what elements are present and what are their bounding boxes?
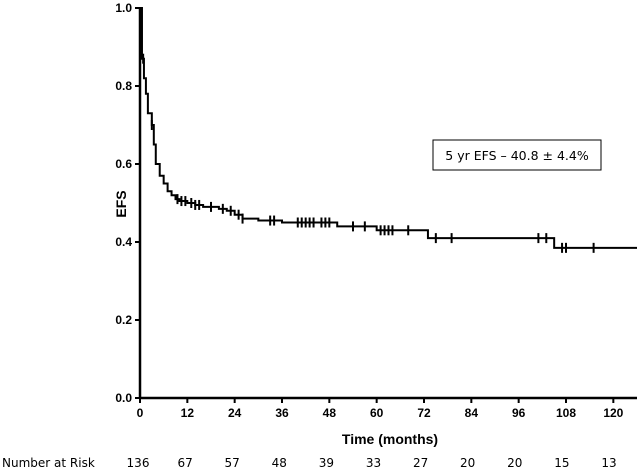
y-tick-label: 0.6: [115, 157, 132, 171]
risk-value: 33: [366, 456, 381, 470]
y-tick-label: 0.0: [115, 391, 132, 405]
annotation-frame: [432, 139, 602, 171]
risk-value: 13: [601, 456, 616, 470]
x-tick-label: 36: [275, 406, 289, 420]
risk-value: 20: [460, 456, 475, 470]
x-tick-label: 120: [603, 406, 623, 420]
x-tick-label: 108: [556, 406, 576, 420]
y-axis-title: EFS: [113, 190, 129, 217]
x-tick-label: 84: [465, 406, 479, 420]
y-tick-label: 1.0: [115, 1, 132, 15]
x-axis-title: Time (months): [342, 431, 438, 447]
x-ticks: 0 12 24 36 48 60 72 84 96 108 120: [137, 398, 624, 420]
risk-table-label: Number at Risk: [2, 456, 95, 470]
risk-value: 57: [225, 456, 240, 470]
risk-value: 15: [554, 456, 569, 470]
annotation-text: 5 yr EFS – 40.8 ± 4.4%: [445, 148, 589, 163]
risk-value: 48: [272, 456, 287, 470]
y-tick-label: 0.2: [115, 313, 132, 327]
risk-value: 20: [507, 456, 522, 470]
risk-value: 27: [413, 456, 428, 470]
y-ticks: 0.0 0.2 0.4 0.6 0.8 1.0: [115, 1, 140, 405]
x-tick-label: 72: [417, 406, 431, 420]
x-tick-label: 48: [323, 406, 337, 420]
x-tick-label: 24: [228, 406, 242, 420]
risk-value: 67: [177, 456, 192, 470]
censor-marks: [142, 53, 595, 253]
y-tick-label: 0.4: [115, 235, 132, 249]
risk-table-values: 136 67 57 48 39 33 27 20 20 15 13: [127, 456, 617, 470]
survival-curve: [140, 7, 637, 249]
annotation-box: 5 yr EFS – 40.8 ± 4.4%: [432, 139, 602, 171]
x-tick-label: 0: [137, 406, 144, 420]
x-tick-label: 60: [370, 406, 384, 420]
risk-value: 39: [319, 456, 334, 470]
risk-value: 136: [127, 456, 150, 470]
x-tick-label: 12: [181, 406, 195, 420]
x-tick-label: 96: [512, 406, 526, 420]
axes: [138, 8, 637, 400]
y-tick-label: 0.8: [115, 79, 132, 93]
